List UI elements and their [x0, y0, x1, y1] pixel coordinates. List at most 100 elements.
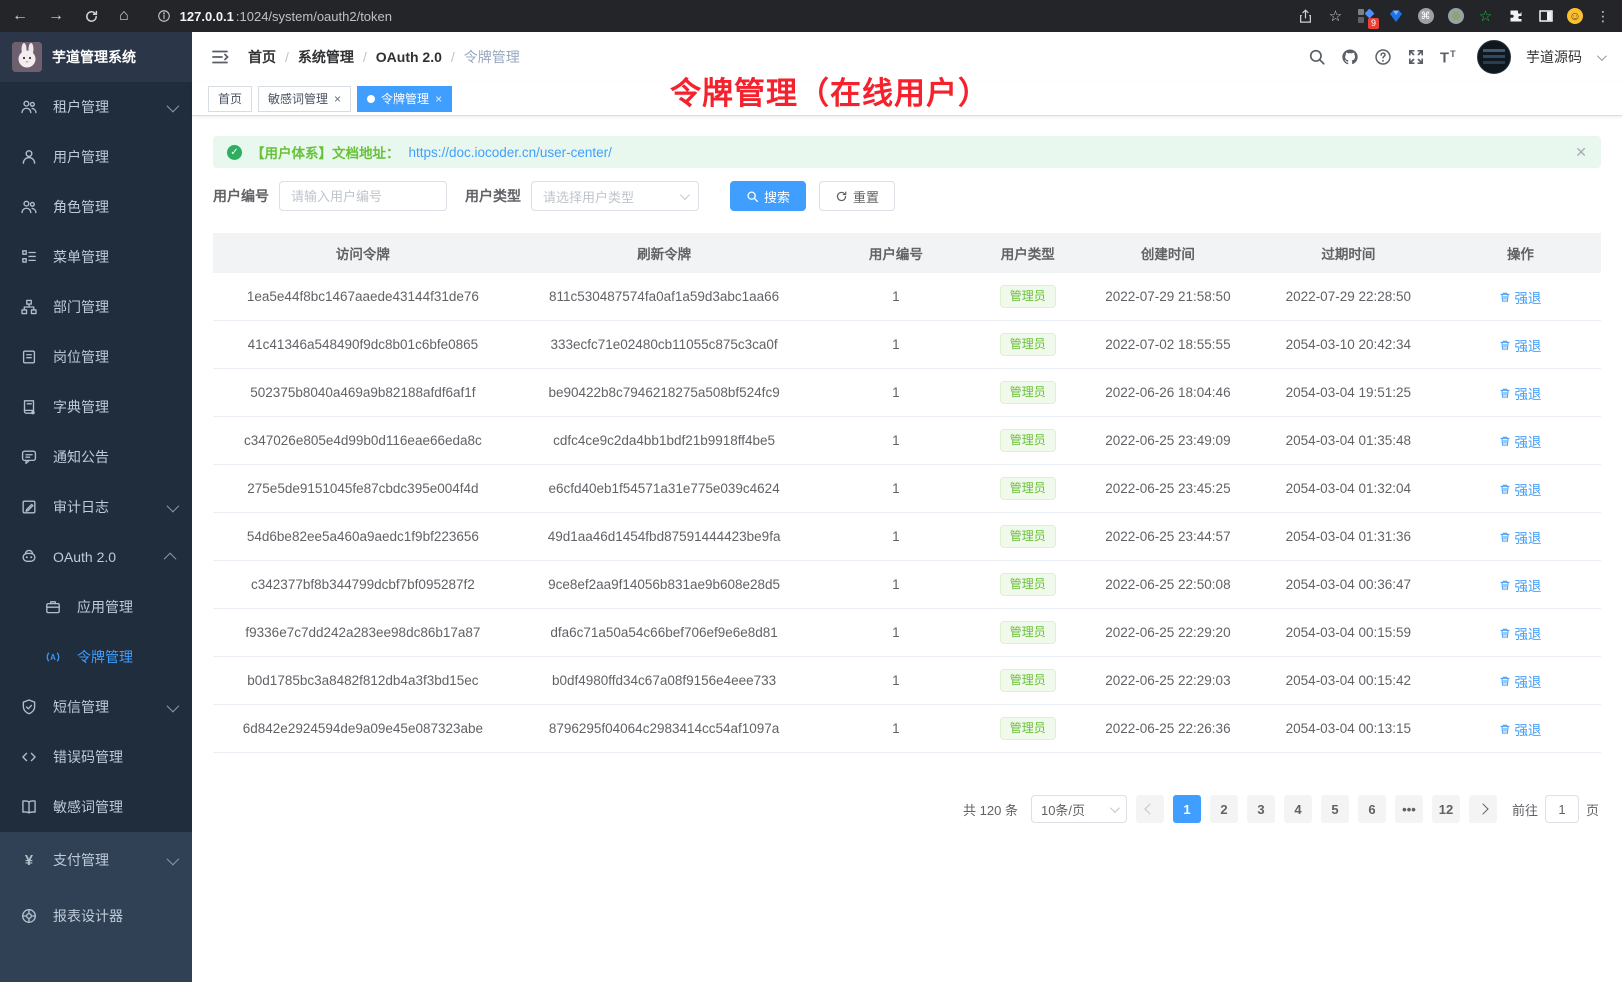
app-title: 芋道管理系统 — [52, 49, 136, 65]
page-button-4[interactable]: 4 — [1283, 795, 1312, 823]
github-icon[interactable] — [1341, 48, 1359, 66]
next-page-button[interactable] — [1468, 795, 1497, 823]
sidepanel-extension-icon[interactable] — [1537, 8, 1554, 25]
alert-doc-link[interactable]: https://doc.iocoder.cn/user-center/ — [408, 144, 612, 160]
sidebar-item-审计日志[interactable]: 审计日志 — [0, 482, 192, 532]
reset-button[interactable]: 重置 — [819, 181, 896, 211]
tab-首页[interactable]: 首页 — [208, 85, 253, 112]
chevron-up-icon — [163, 552, 177, 565]
user-type-badge: 管理员 — [999, 669, 1056, 692]
user-type-badge: 管理员 — [999, 525, 1056, 548]
table-row: 1ea5e44f8bc1467aaede43144f31de76 811c5304… — [213, 273, 1601, 321]
search-icon[interactable] — [1308, 48, 1326, 66]
svg-text:T: T — [1450, 49, 1456, 59]
fullscreen-icon[interactable] — [1407, 48, 1425, 66]
action-cell: 强退 — [1440, 527, 1601, 547]
app-logo[interactable]: 芋道管理系统 — [0, 32, 192, 82]
force-logout-button[interactable]: 强退 — [1499, 719, 1541, 739]
force-logout-button[interactable]: 强退 — [1499, 671, 1541, 691]
browser-back-icon[interactable]: ← — [12, 7, 28, 24]
sidebar-item-敏感词管理[interactable]: 敏感词管理 — [0, 782, 192, 832]
sidebar-item-菜单管理[interactable]: 菜单管理 — [0, 232, 192, 282]
page-button-5[interactable]: 5 — [1320, 795, 1349, 823]
page-button-2[interactable]: 2 — [1209, 795, 1238, 823]
post-icon — [20, 348, 38, 366]
sidebar-item-部门管理[interactable]: 部门管理 — [0, 282, 192, 332]
user-menu-caret-icon[interactable] — [1596, 50, 1607, 61]
sidebar-item-OAuth 2.0[interactable]: OAuth 2.0 — [0, 532, 192, 582]
sidebar-item-报表设计器[interactable]: 报表设计器 — [0, 888, 192, 944]
force-logout-button[interactable]: 强退 — [1499, 575, 1541, 595]
sidebar-item-字典管理[interactable]: 字典管理 — [0, 382, 192, 432]
sidebar-item-错误码管理[interactable]: 错误码管理 — [0, 732, 192, 782]
goto-page-input[interactable] — [1544, 795, 1579, 823]
page-ellipsis[interactable]: ••• — [1394, 795, 1423, 823]
breadcrumb-item[interactable]: OAuth 2.0 — [375, 49, 442, 65]
user-name[interactable]: 芋道源码 — [1526, 49, 1582, 65]
sidebar-item-用户管理[interactable]: 用户管理 — [0, 132, 192, 182]
sidebar-item-支付管理[interactable]: ¥ 支付管理 — [0, 832, 192, 888]
browser-forward-icon[interactable]: → — [48, 7, 64, 24]
puzzle-extension-icon[interactable] — [1507, 8, 1524, 25]
page-button-1[interactable]: 1 — [1172, 795, 1201, 823]
breadcrumb-item[interactable]: 系统管理 — [297, 49, 354, 65]
breadcrumb-item[interactable]: 首页 — [248, 49, 276, 65]
force-logout-button[interactable]: 强退 — [1499, 431, 1541, 451]
sidebar-item-角色管理[interactable]: 角色管理 — [0, 182, 192, 232]
share-icon[interactable] — [1297, 8, 1314, 25]
sidebar-item-令牌管理[interactable]: A 令牌管理 — [0, 632, 192, 682]
browser-menu-icon[interactable]: ⋮ — [1596, 7, 1610, 24]
tab-close-icon[interactable]: × — [435, 91, 443, 106]
help-icon[interactable] — [1374, 48, 1392, 66]
browser-reload-icon[interactable] — [84, 9, 99, 24]
access-token-cell: 275e5de9151045fe87cbdc395e004f4d — [247, 481, 479, 496]
user-id-input[interactable] — [279, 181, 447, 211]
command-extension-icon[interactable]: ⌘ — [1417, 8, 1434, 25]
site-info-icon[interactable] — [157, 9, 171, 23]
tab-close-icon[interactable]: × — [334, 91, 342, 106]
browser-home-icon[interactable]: ⌂ — [119, 7, 129, 24]
record-extension-icon[interactable] — [1447, 8, 1464, 25]
bookmark-star-icon[interactable]: ☆ — [1328, 8, 1343, 25]
gem-extension-icon[interactable] — [1387, 8, 1404, 25]
tabs-bar: 首页 敏感词管理 × 令牌管理 × — [192, 82, 1622, 116]
force-logout-button[interactable]: 强退 — [1499, 479, 1541, 499]
force-logout-button[interactable]: 强退 — [1499, 527, 1541, 547]
page-button-3[interactable]: 3 — [1246, 795, 1275, 823]
force-logout-button[interactable]: 强退 — [1499, 383, 1541, 403]
chevron-down-icon — [166, 699, 180, 712]
sidebar-item-岗位管理[interactable]: 岗位管理 — [0, 332, 192, 382]
prev-page-button[interactable] — [1135, 795, 1164, 823]
force-logout-button[interactable]: 强退 — [1499, 335, 1541, 355]
sidebar-item-租户管理[interactable]: 租户管理 — [0, 82, 192, 132]
address-bar[interactable]: 127.0.0.1:1024/system/oauth2/token — [157, 9, 392, 24]
force-logout-button[interactable]: 强退 — [1499, 287, 1541, 307]
tab-令牌管理[interactable]: 令牌管理 × — [357, 85, 453, 112]
sidebar-item-短信管理[interactable]: 短信管理 — [0, 682, 192, 732]
chevron-down-icon — [166, 99, 180, 112]
profile-avatar-icon[interactable]: ☺ — [1567, 8, 1583, 24]
page-button-6[interactable]: 6 — [1357, 795, 1386, 823]
expire-time-cell: 2054-03-10 20:42:34 — [1285, 337, 1412, 352]
collapse-menu-icon[interactable] — [210, 47, 230, 67]
extension-grid-icon[interactable]: 9 — [1357, 8, 1379, 29]
page-size-select[interactable]: 10条/页 — [1030, 795, 1127, 823]
force-logout-button[interactable]: 强退 — [1499, 623, 1541, 643]
force-logout-label: 强退 — [1514, 386, 1542, 402]
search-button[interactable]: 搜索 — [730, 181, 807, 211]
user-avatar[interactable] — [1477, 40, 1511, 74]
annotation-text: 令牌管理（在线用户） — [670, 76, 990, 111]
user-type-select[interactable]: 请选择用户类型 — [531, 181, 699, 211]
sidebar-item-应用管理[interactable]: 应用管理 — [0, 582, 192, 632]
user-id-cell: 1 — [892, 529, 900, 544]
tab-敏感词管理[interactable]: 敏感词管理 × — [258, 85, 352, 112]
star-extension-icon[interactable]: ☆ — [1478, 8, 1493, 25]
column-header: 刷新令牌 — [637, 247, 692, 262]
table-row: b0d1785bc3a8482f812db4a3f3bd15ec b0df4980… — [213, 657, 1601, 705]
sidebar-item-通知公告[interactable]: 通知公告 — [0, 432, 192, 482]
breadcrumb-item: 令牌管理 — [463, 49, 520, 65]
page-button-12[interactable]: 12 — [1431, 795, 1460, 823]
alert-close-icon[interactable]: ✕ — [1575, 143, 1587, 160]
